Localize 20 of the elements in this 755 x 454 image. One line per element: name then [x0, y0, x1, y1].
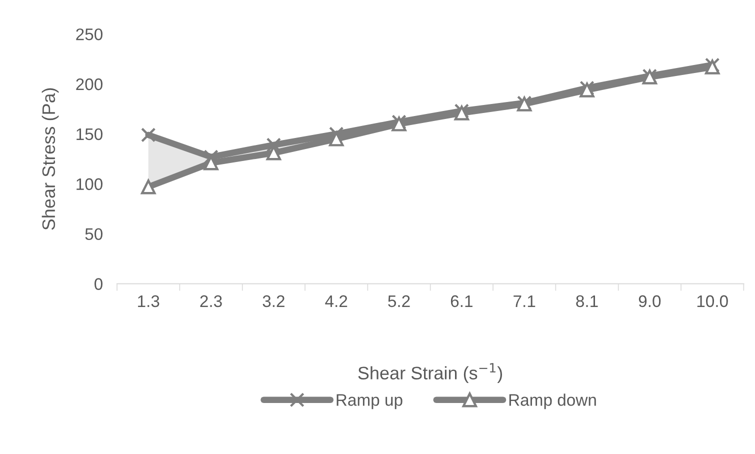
y-tick-label: 0: [94, 278, 102, 290]
x-tick-label: 2.3: [200, 295, 222, 308]
x-tick-label: 3.2: [262, 295, 284, 308]
y-tick-label: 200: [76, 78, 102, 90]
x-tick-label: 6.1: [450, 295, 472, 308]
x-tick-label: 10.0: [697, 295, 728, 308]
y-tick-label: 250: [76, 28, 102, 40]
x-tick-label: 1.3: [138, 295, 160, 308]
x-tick-label: 7.1: [514, 295, 536, 307]
x-axis-title: Shear Strain (s$^{−1}$): [358, 363, 502, 384]
legend-label: Ramp up: [336, 394, 402, 410]
y-axis-title: Shear Stress (Pa): [42, 88, 59, 230]
legend-label: Ramp down: [509, 394, 596, 410]
x-tick-label: 9.0: [638, 295, 661, 308]
y-tick-label: 50: [85, 228, 102, 240]
x-tick-label: 4.2: [325, 295, 348, 307]
x-tick-label: 8.1: [576, 295, 598, 308]
x-tick-label: 5.2: [388, 295, 410, 308]
y-tick-label: 150: [76, 128, 102, 140]
y-tick-label: 100: [76, 178, 102, 190]
